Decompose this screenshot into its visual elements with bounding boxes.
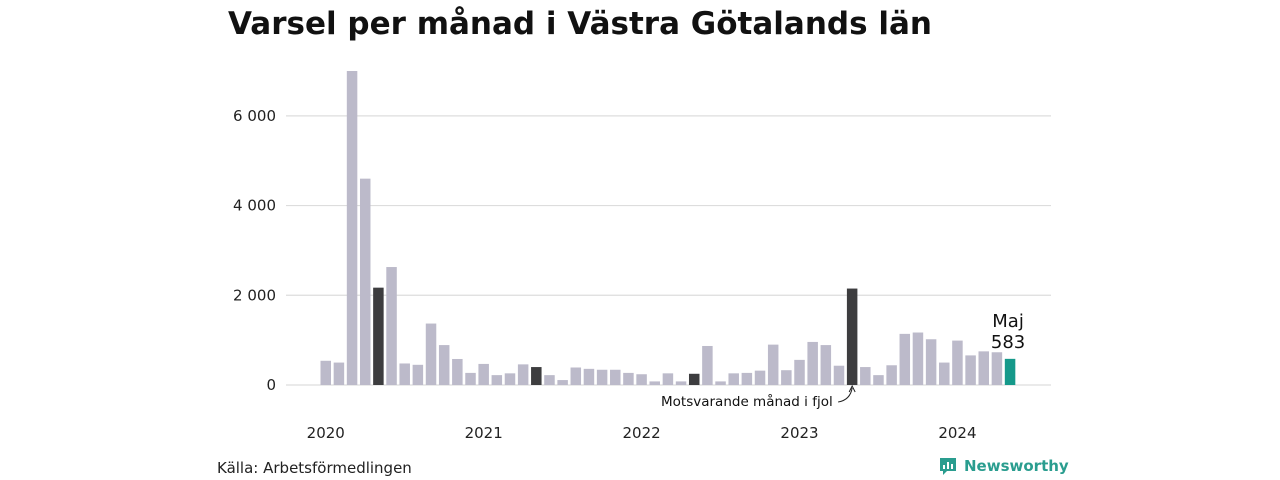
x-tick-label: 2022 bbox=[622, 424, 660, 442]
bar bbox=[781, 370, 792, 385]
bar bbox=[741, 372, 753, 385]
bar bbox=[1004, 358, 1016, 385]
bar bbox=[465, 372, 476, 385]
bar bbox=[860, 367, 871, 385]
bar bbox=[610, 369, 621, 385]
bar bbox=[991, 352, 1003, 385]
bar bbox=[978, 351, 989, 385]
bar bbox=[425, 323, 437, 385]
bar bbox=[320, 360, 331, 385]
bar bbox=[478, 363, 489, 385]
bars bbox=[320, 71, 1016, 385]
bar bbox=[373, 287, 384, 385]
x-axis-ticks: 2020 2021 2022 2023 2024 bbox=[307, 424, 977, 442]
annotation-text: Motsvarande månad i fjol bbox=[661, 393, 833, 410]
bar bbox=[570, 367, 582, 385]
bar bbox=[754, 370, 766, 385]
y-tick-label: 2 000 bbox=[233, 286, 276, 304]
brand-logo[interactable]: Newsworthy bbox=[938, 456, 1069, 476]
bar bbox=[675, 381, 687, 385]
bar bbox=[807, 341, 818, 385]
bar bbox=[412, 364, 424, 385]
bar bbox=[544, 375, 555, 385]
bar bbox=[939, 362, 950, 385]
bar bbox=[688, 373, 700, 385]
bar bbox=[491, 375, 503, 385]
bar bbox=[912, 332, 924, 385]
chart-title: Varsel per månad i Västra Götalands län bbox=[228, 6, 932, 42]
bar bbox=[886, 365, 897, 385]
bar bbox=[452, 358, 463, 385]
bar bbox=[715, 381, 726, 385]
brand-name: Newsworthy bbox=[964, 457, 1069, 475]
bar bbox=[728, 373, 739, 385]
bar bbox=[623, 372, 634, 385]
x-tick-label: 2023 bbox=[780, 424, 818, 442]
bar bbox=[794, 359, 805, 385]
bar bbox=[557, 380, 568, 385]
bar bbox=[965, 355, 976, 385]
bar bbox=[820, 345, 832, 385]
callout-month-label: Maj bbox=[992, 311, 1024, 332]
bar bbox=[399, 363, 410, 385]
bar bbox=[952, 340, 963, 385]
annotation-arrowhead bbox=[848, 384, 856, 393]
newsworthy-logo-icon bbox=[940, 458, 956, 475]
x-tick-label: 2024 bbox=[938, 424, 976, 442]
bar bbox=[438, 345, 450, 385]
bar bbox=[504, 373, 516, 385]
bar bbox=[636, 374, 647, 385]
bar bbox=[925, 339, 937, 385]
bar bbox=[833, 365, 845, 385]
bar bbox=[517, 364, 529, 385]
y-tick-label: 0 bbox=[266, 376, 276, 394]
source-note: Källa: Arbetsförmedlingen bbox=[217, 459, 412, 477]
bar bbox=[846, 288, 858, 385]
x-tick-label: 2020 bbox=[307, 424, 345, 442]
bar bbox=[662, 373, 674, 385]
y-tick-label: 4 000 bbox=[233, 197, 276, 215]
bar bbox=[531, 367, 542, 385]
x-tick-label: 2021 bbox=[465, 424, 503, 442]
bar bbox=[333, 362, 345, 385]
bar bbox=[899, 333, 911, 385]
bar bbox=[386, 267, 397, 385]
bar bbox=[346, 71, 358, 385]
callout-value-label: 583 bbox=[991, 332, 1025, 353]
bar bbox=[583, 368, 595, 385]
y-tick-label: 6 000 bbox=[233, 107, 276, 125]
bar bbox=[649, 381, 660, 385]
annotation-arrow bbox=[838, 387, 853, 403]
bar bbox=[702, 345, 713, 385]
bar bbox=[873, 375, 884, 385]
bar bbox=[596, 369, 608, 385]
bar bbox=[359, 178, 371, 385]
bar bbox=[767, 344, 779, 385]
y-axis-ticks: 0 2 000 4 000 6 000 bbox=[233, 107, 276, 394]
